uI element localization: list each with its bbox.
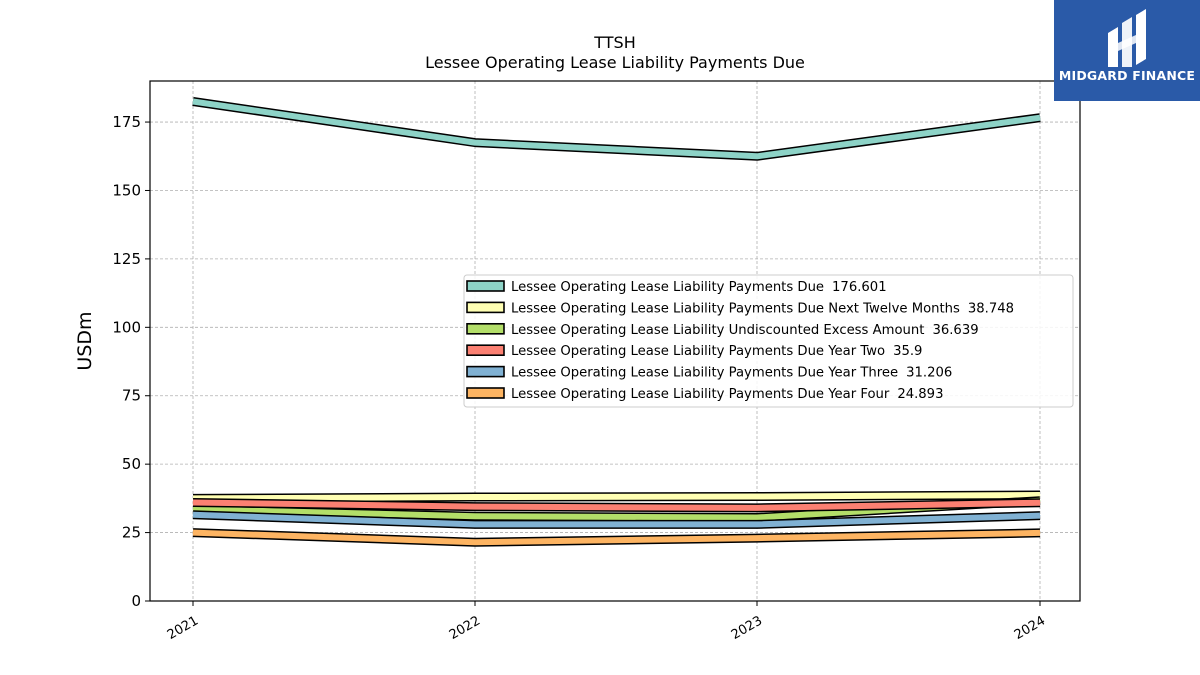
data-point: [756, 155, 758, 157]
legend-series-name: Lessee Operating Lease Liability Payment…: [511, 387, 890, 402]
legend-series-value: 36.639: [932, 323, 978, 338]
x-tick-label: 2021: [165, 613, 201, 643]
legend-frame: [463, 274, 1074, 408]
chart-title: TTSH: [593, 33, 635, 52]
y-tick-label: 75: [122, 387, 141, 405]
series-line-6: [192, 528, 1041, 547]
data-point: [756, 537, 758, 539]
series-line-2: [192, 490, 1041, 503]
data-point: [1039, 117, 1041, 119]
legend-series-name: Lessee Operating Lease Liability Undisco…: [511, 323, 924, 338]
data-point: [474, 496, 476, 498]
legend-swatch: [466, 344, 505, 357]
legend-swatch: [466, 280, 505, 292]
data-point: [474, 523, 476, 525]
legend-entry-label: Lessee Operating Lease Liability Payment…: [511, 387, 943, 402]
series-line-4: [192, 498, 1041, 513]
data-point: [474, 506, 476, 508]
data-point: [192, 508, 194, 510]
legend-swatch: [466, 322, 505, 335]
series-line-1: [192, 97, 1041, 161]
data-point: [1039, 532, 1041, 534]
legend-swatch: [466, 301, 505, 314]
logo-mark-icon: [1108, 9, 1146, 67]
y-tick-label: 100: [112, 318, 141, 336]
legend-series-value: 31.206: [906, 366, 952, 381]
data-point: [192, 101, 194, 102]
data-point: [756, 496, 758, 497]
legend-entry-label: Lessee Operating Lease Liability Payment…: [511, 344, 922, 359]
legend-series-value: 176.601: [832, 280, 887, 295]
brand-logo: MIDGARD FINANCE: [1054, 0, 1200, 101]
legend-swatch: [466, 365, 505, 378]
x-tick-label: 2022: [447, 613, 483, 643]
data-point: [1039, 502, 1041, 504]
legend-series-value: 24.893: [897, 387, 943, 402]
series-line-5: [192, 510, 1041, 529]
y-tick-label: 25: [122, 524, 141, 542]
data-point: [192, 532, 194, 534]
legend-swatch: [466, 387, 505, 399]
data-point: [756, 507, 758, 509]
y-tick-label: 125: [112, 250, 141, 268]
legend-series-name: Lessee Operating Lease Liability Payment…: [511, 280, 824, 295]
y-tick-label: 175: [112, 113, 141, 131]
legend-series-name: Lessee Operating Lease Liability Payment…: [511, 301, 960, 316]
legend-items: Lessee Operating Lease Liability Payment…: [466, 280, 1014, 402]
logo-text: MIDGARD FINANCE: [1058, 68, 1196, 83]
legend-entry-label: Lessee Operating Lease Liability Payment…: [511, 301, 1014, 316]
y-tick-label: 0: [131, 592, 141, 610]
y-axis-label: USDm: [74, 311, 96, 370]
series-layer: [192, 97, 1041, 547]
x-ticks: 2021 2022 2023 2024: [165, 601, 1048, 643]
legend-series-value: 38.748: [968, 301, 1014, 316]
legend-entry-label: Lessee Operating Lease Liability Payment…: [511, 280, 887, 295]
y-ticks: 0 25 50 75 100 125 150 175: [112, 113, 150, 610]
legend-entry-label: Lessee Operating Lease Liability Payment…: [511, 366, 952, 381]
x-tick-label: 2023: [729, 613, 765, 643]
plot-frame: [149, 80, 1081, 602]
legend-entry-label: Lessee Operating Lease Liability Undisco…: [511, 323, 979, 338]
data-point: [756, 517, 758, 518]
y-tick-label: 50: [122, 455, 141, 473]
legend: Lessee Operating Lease Liability Payment…: [463, 274, 1074, 408]
legend-series-name: Lessee Operating Lease Liability Payment…: [511, 344, 885, 359]
x-tick-label: 2024: [1012, 613, 1048, 643]
legend-series-name: Lessee Operating Lease Liability Payment…: [511, 366, 898, 381]
data-point: [474, 515, 476, 517]
data-point: [756, 523, 758, 525]
chart-subtitle: Lessee Operating Lease Liability Payment…: [425, 53, 805, 72]
legend-series-value: 35.9: [893, 344, 922, 359]
data-point: [1039, 494, 1041, 496]
data-point: [474, 541, 476, 543]
data-point: [474, 142, 476, 144]
data-point: [192, 514, 194, 516]
y-tick-label: 150: [112, 181, 141, 199]
data-point: [192, 502, 194, 503]
data-point: [1039, 515, 1041, 517]
